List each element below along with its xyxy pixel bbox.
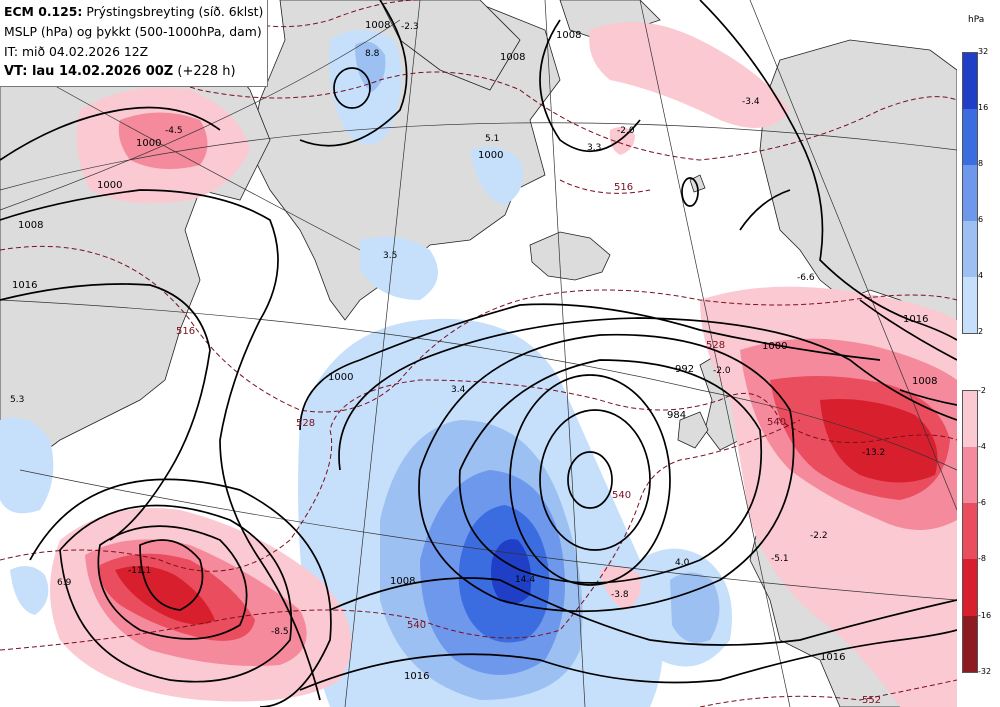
- fields-line: MSLP (hPa) og þykkt (500-1000hPa, dam): [4, 24, 262, 39]
- isobars: [0, 0, 957, 707]
- color-legend: hPa 32 16 8 6 4 2 -2 -4 -6 -8 -16 -32: [957, 0, 1000, 707]
- isobar-label: 1000: [328, 372, 353, 383]
- isobar-label: 1008: [390, 576, 415, 587]
- legend-unit: hPa: [968, 15, 985, 25]
- weather-map: 1008 1016 1008 1000 992 984 1000 1000 10…: [0, 0, 957, 707]
- rise-swatch: [963, 165, 977, 221]
- value-label: 3.4: [451, 385, 466, 395]
- iceland: [529, 231, 611, 281]
- isobar-label: 1008: [912, 376, 937, 387]
- thickness-label: 552: [862, 695, 881, 706]
- value-label: 6.9: [57, 578, 72, 588]
- value-label: -3.8: [611, 590, 629, 600]
- isobar-label: 992: [675, 364, 694, 375]
- isobar-label: 1008: [365, 20, 390, 31]
- valid-time-line: VT: lau 14.02.2026 00Z (+228 h): [4, 62, 267, 82]
- thickness-label: 516: [176, 326, 195, 337]
- isobar-label: 1016: [404, 671, 429, 682]
- thickness-label: 516: [614, 182, 633, 193]
- value-label: -5.1: [771, 554, 789, 564]
- fall-swatch: [963, 559, 977, 616]
- forecast-hour: (+228 h): [177, 64, 236, 79]
- thickness-contours: [0, 0, 957, 707]
- fall-swatch: [963, 616, 977, 672]
- rise-swatch: [963, 109, 977, 165]
- isobar-labels: 1008 1016 1008 1000 992 984 1000 1000 10…: [12, 20, 937, 682]
- value-label: -3.4: [742, 97, 760, 107]
- fall-swatch: [963, 391, 977, 447]
- value-labels: -4.5 8.8 -2.3 -3.4 -2.0 3.3 5.1 3.5 3.4 …: [10, 22, 885, 637]
- rise-tick: 16: [978, 103, 989, 112]
- value-label: 3.3: [587, 143, 601, 153]
- rise-tick: 6: [978, 215, 984, 224]
- thickness-label: 540: [612, 490, 631, 501]
- value-label: -2.3: [401, 22, 419, 32]
- isobar-label: 984: [667, 410, 686, 421]
- isobar-label: 1016: [903, 314, 928, 325]
- value-label: 14.4: [515, 575, 535, 585]
- rise-tick: 4: [978, 271, 984, 280]
- init-time: IT: mið 04.02.2026 12Z: [4, 44, 149, 59]
- pressure-fall-areas: [50, 22, 957, 707]
- fall-tick: -32: [978, 667, 992, 676]
- value-label: -13.2: [862, 448, 885, 458]
- isobar-label: 1000: [478, 150, 503, 161]
- value-label: 5.3: [10, 395, 24, 405]
- rise-swatch: [963, 53, 977, 109]
- thickness-label: 528: [296, 418, 315, 429]
- value-label: -2.0: [617, 126, 635, 136]
- value-label: -8.5: [271, 627, 289, 637]
- map-canvas: 1008 1016 1008 1000 992 984 1000 1000 10…: [0, 0, 957, 707]
- fall-tick: -6: [978, 498, 986, 507]
- isobar-label: 1016: [12, 280, 37, 291]
- value-label: 3.5: [383, 251, 397, 261]
- fall-tick: -8: [978, 554, 986, 563]
- value-label: 4.0: [675, 558, 690, 568]
- rise-tick: 32: [978, 47, 989, 56]
- title-line: ECM 0.125: Prýstingsbreyting (síð. 6klst…: [4, 2, 267, 22]
- isobar-label: 1000: [97, 180, 122, 191]
- value-label: 5.1: [485, 134, 499, 144]
- value-label: -6.6: [797, 273, 815, 283]
- thickness-label: 540: [407, 620, 426, 631]
- thickness-label: 540: [767, 417, 786, 428]
- fall-tick: -2: [978, 386, 986, 395]
- isobar-label: 1016: [820, 652, 845, 663]
- rise-swatch: [963, 221, 977, 277]
- isobar-label: 1008: [556, 30, 581, 41]
- rise-tick: 2: [978, 327, 984, 336]
- value-label: -2.0: [713, 366, 731, 376]
- model-name: ECM 0.125:: [4, 4, 83, 19]
- parameter-name: Prýstingsbreyting (síð. 6klst): [86, 4, 264, 19]
- rise-tick: 8: [978, 159, 984, 168]
- fall-swatch: [963, 503, 977, 559]
- rise-colorbar: [962, 52, 978, 334]
- map-info-box: ECM 0.125: Prýstingsbreyting (síð. 6klst…: [0, 0, 268, 87]
- thickness-labels: 516 516 528 540 528 540 540 552: [176, 182, 881, 706]
- isobar-label: 1000: [136, 138, 161, 149]
- isobar-label: 1008: [18, 220, 43, 231]
- fall-tick: -16: [978, 611, 992, 620]
- value-label: -11.1: [128, 566, 151, 576]
- fall-tick: -4: [978, 442, 986, 451]
- value-label: -4.5: [165, 126, 183, 136]
- scandinavia: [759, 39, 957, 331]
- value-label: -2.2: [810, 531, 828, 541]
- fall-swatch: [963, 447, 977, 503]
- ireland: [677, 411, 709, 449]
- value-label: 8.8: [365, 49, 380, 59]
- valid-time: VT: lau 14.02.2026 00Z: [4, 64, 174, 79]
- isobar-label: 1008: [500, 52, 525, 63]
- fall-colorbar: [962, 390, 978, 673]
- isobar-label: 1000: [762, 341, 787, 352]
- thickness-label: 528: [706, 340, 725, 351]
- rise-swatch: [963, 277, 977, 333]
